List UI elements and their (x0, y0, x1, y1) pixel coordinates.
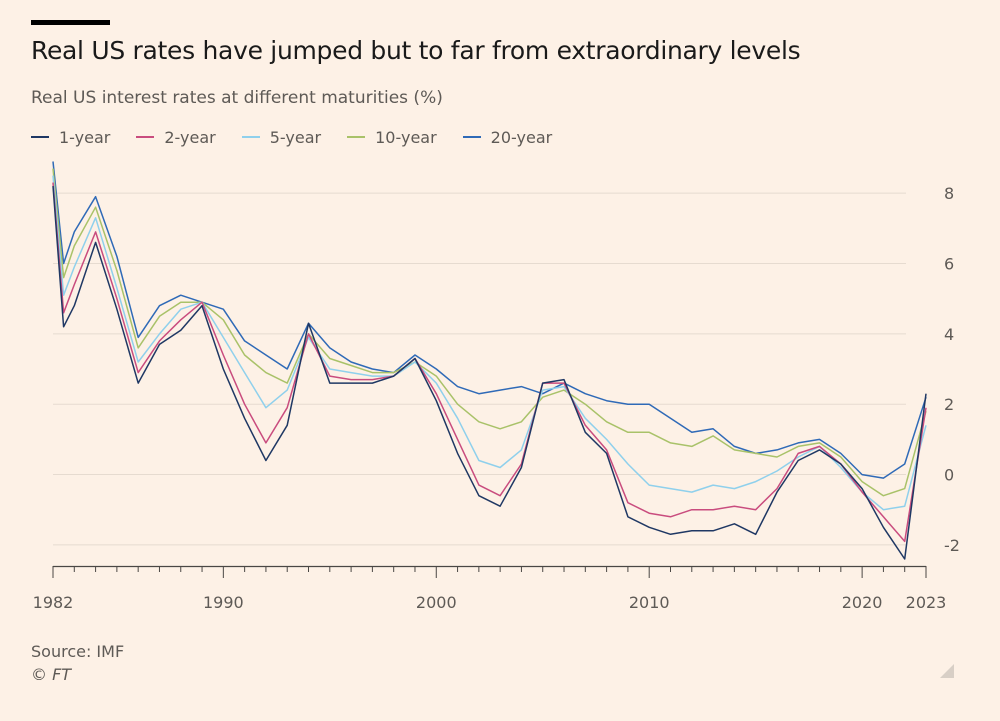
legend-swatch (462, 136, 481, 138)
legend-label: 20-year (490, 127, 553, 147)
resize-handle (940, 664, 954, 678)
x-tick-label: 1982 (33, 593, 74, 612)
x-tick-label: 2010 (629, 593, 670, 612)
series-line-2-year (52, 182, 927, 543)
y-tick-label: 8 (944, 184, 954, 203)
legend: 1-year 2-year 5-year 10-year 20-year (31, 126, 552, 148)
copyright-credit: © FT (31, 665, 72, 684)
legend-label: 5-year (269, 127, 322, 147)
y-tick-label: 0 (944, 466, 954, 485)
x-tick-label: 1990 (203, 593, 244, 612)
source-note: Source: IMF (31, 642, 125, 661)
x-tick-label: 2020 (842, 593, 883, 612)
legend-item-5-year: 5-year (241, 127, 322, 147)
legend-item-1-year: 1-year (31, 128, 110, 147)
series-line-10-year (52, 168, 927, 497)
line-chart: -2 0 2 4 6 8 1982 1990 2000 2010 2020 2023 (33, 161, 960, 612)
legend-swatch (31, 136, 49, 138)
x-tick-label: 2000 (416, 593, 457, 612)
chart-title: Real US rates have jumped but to far fro… (31, 36, 801, 65)
legend-item-10-year: 10-year (347, 128, 437, 147)
y-tick-label: 6 (944, 255, 954, 274)
series-line-20-year (52, 161, 927, 479)
legend-label: 1-year (59, 127, 111, 147)
legend-item-2-year: 2-year (136, 127, 216, 147)
legend-item-20-year: 20-year (462, 127, 553, 147)
x-tick-label: 2023 (906, 593, 947, 612)
legend-swatch (347, 136, 366, 138)
series-line-5-year (52, 175, 927, 511)
y-tick-label: -2 (944, 536, 960, 555)
brand-bar (31, 20, 110, 25)
legend-swatch (241, 136, 260, 138)
y-tick-label: 2 (944, 395, 954, 414)
legend-swatch (136, 136, 155, 138)
chart-subtitle: Real US interest rates at different matu… (31, 88, 443, 108)
legend-label: 10-year (375, 127, 437, 147)
legend-label: 2-year (164, 127, 216, 147)
y-tick-label: 4 (944, 325, 954, 344)
series-line-1-year (52, 186, 927, 560)
